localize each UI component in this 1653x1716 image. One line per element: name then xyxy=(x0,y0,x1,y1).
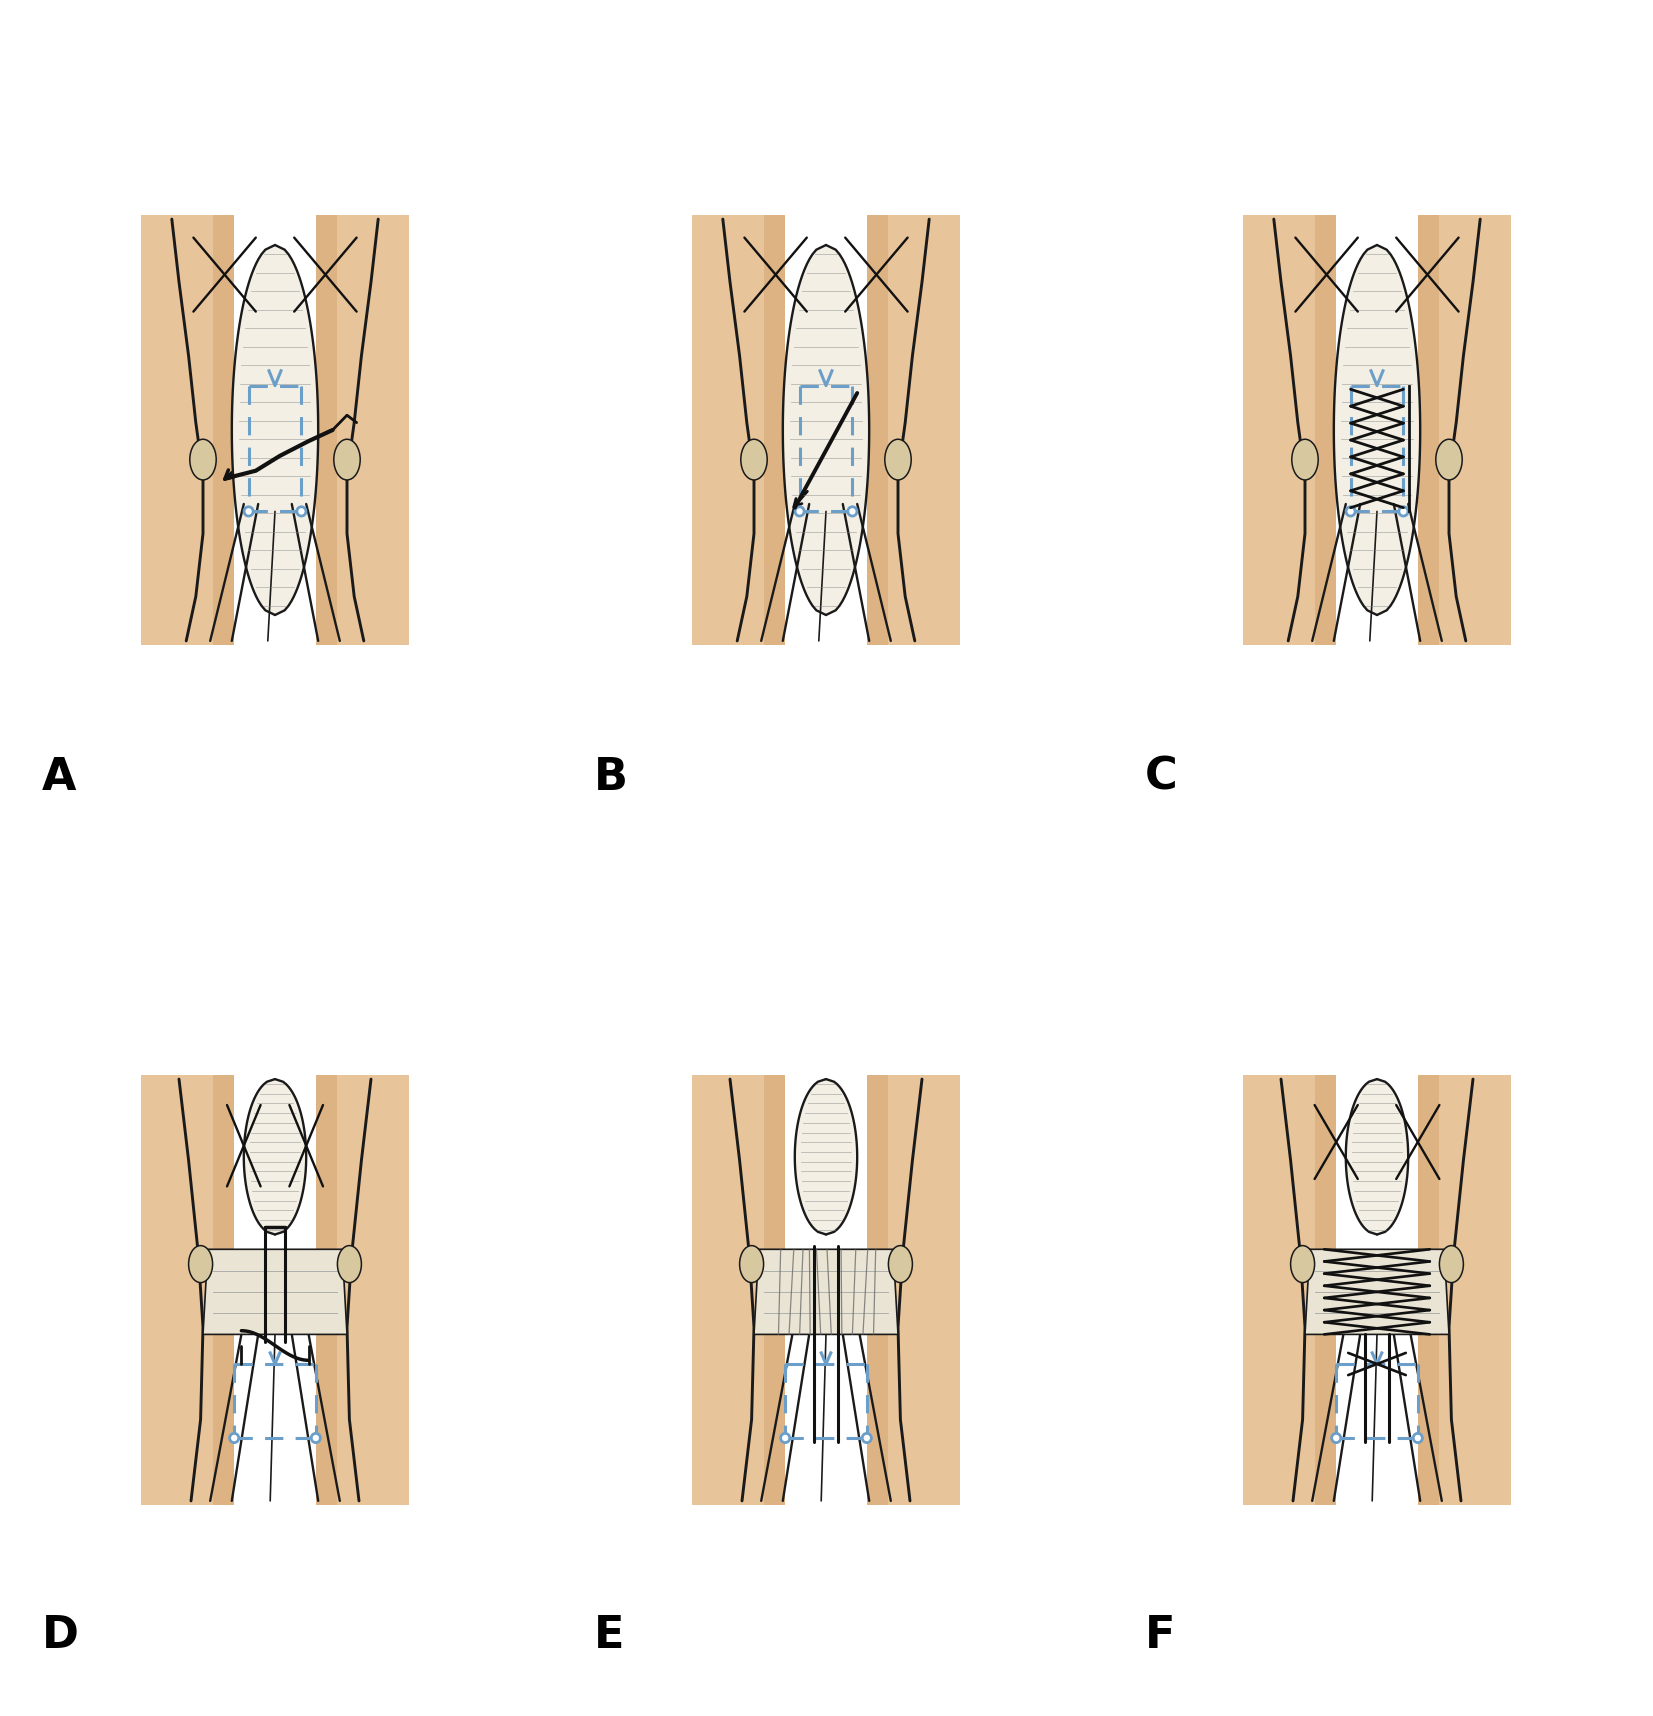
Polygon shape xyxy=(784,245,869,614)
Ellipse shape xyxy=(245,506,253,517)
Polygon shape xyxy=(1418,216,1440,645)
Ellipse shape xyxy=(190,439,217,480)
Polygon shape xyxy=(764,216,785,645)
Bar xyxy=(141,1076,410,1505)
Polygon shape xyxy=(203,1249,347,1335)
Polygon shape xyxy=(1334,245,1420,614)
Polygon shape xyxy=(764,1076,785,1505)
Polygon shape xyxy=(316,216,410,645)
Polygon shape xyxy=(866,216,888,645)
Ellipse shape xyxy=(1291,439,1317,480)
Polygon shape xyxy=(316,1076,410,1505)
Text: B: B xyxy=(593,757,628,800)
Ellipse shape xyxy=(1440,1246,1463,1282)
Polygon shape xyxy=(866,216,960,645)
Ellipse shape xyxy=(741,439,767,480)
Bar xyxy=(1243,216,1511,645)
Text: E: E xyxy=(593,1615,625,1658)
Ellipse shape xyxy=(780,1433,790,1443)
Ellipse shape xyxy=(795,506,803,517)
Polygon shape xyxy=(795,1079,858,1234)
Polygon shape xyxy=(213,216,235,645)
Ellipse shape xyxy=(298,506,306,517)
Polygon shape xyxy=(1304,1249,1450,1335)
Ellipse shape xyxy=(1413,1433,1422,1443)
Bar xyxy=(691,1076,960,1505)
Polygon shape xyxy=(1418,1076,1511,1505)
Polygon shape xyxy=(316,1076,337,1505)
Ellipse shape xyxy=(1346,506,1355,517)
Bar xyxy=(141,216,410,645)
Ellipse shape xyxy=(848,506,856,517)
Polygon shape xyxy=(754,1249,898,1335)
Polygon shape xyxy=(1418,1076,1440,1505)
Text: C: C xyxy=(1146,757,1177,800)
Ellipse shape xyxy=(188,1246,213,1282)
Text: D: D xyxy=(41,1615,79,1658)
Bar xyxy=(1243,1076,1511,1505)
Polygon shape xyxy=(231,245,317,614)
Text: F: F xyxy=(1146,1615,1175,1658)
Ellipse shape xyxy=(1398,506,1408,517)
Ellipse shape xyxy=(311,1433,321,1443)
Ellipse shape xyxy=(230,1433,238,1443)
Ellipse shape xyxy=(739,1246,764,1282)
Polygon shape xyxy=(243,1079,306,1234)
Polygon shape xyxy=(691,216,785,645)
Polygon shape xyxy=(316,216,337,645)
Polygon shape xyxy=(1346,1079,1408,1234)
Polygon shape xyxy=(1418,216,1511,645)
Ellipse shape xyxy=(1291,1246,1314,1282)
Bar xyxy=(691,216,960,645)
Ellipse shape xyxy=(337,1246,362,1282)
Polygon shape xyxy=(691,1076,785,1505)
Text: A: A xyxy=(41,757,76,800)
Polygon shape xyxy=(213,1076,235,1505)
Ellipse shape xyxy=(888,1246,912,1282)
Ellipse shape xyxy=(884,439,911,480)
Polygon shape xyxy=(1243,1076,1336,1505)
Polygon shape xyxy=(1314,1076,1336,1505)
Polygon shape xyxy=(141,216,235,645)
Ellipse shape xyxy=(1332,1433,1341,1443)
Polygon shape xyxy=(866,1076,888,1505)
Polygon shape xyxy=(1314,216,1336,645)
Polygon shape xyxy=(141,1076,235,1505)
Ellipse shape xyxy=(334,439,360,480)
Ellipse shape xyxy=(863,1433,871,1443)
Polygon shape xyxy=(866,1076,960,1505)
Polygon shape xyxy=(1243,216,1336,645)
Ellipse shape xyxy=(1436,439,1463,480)
